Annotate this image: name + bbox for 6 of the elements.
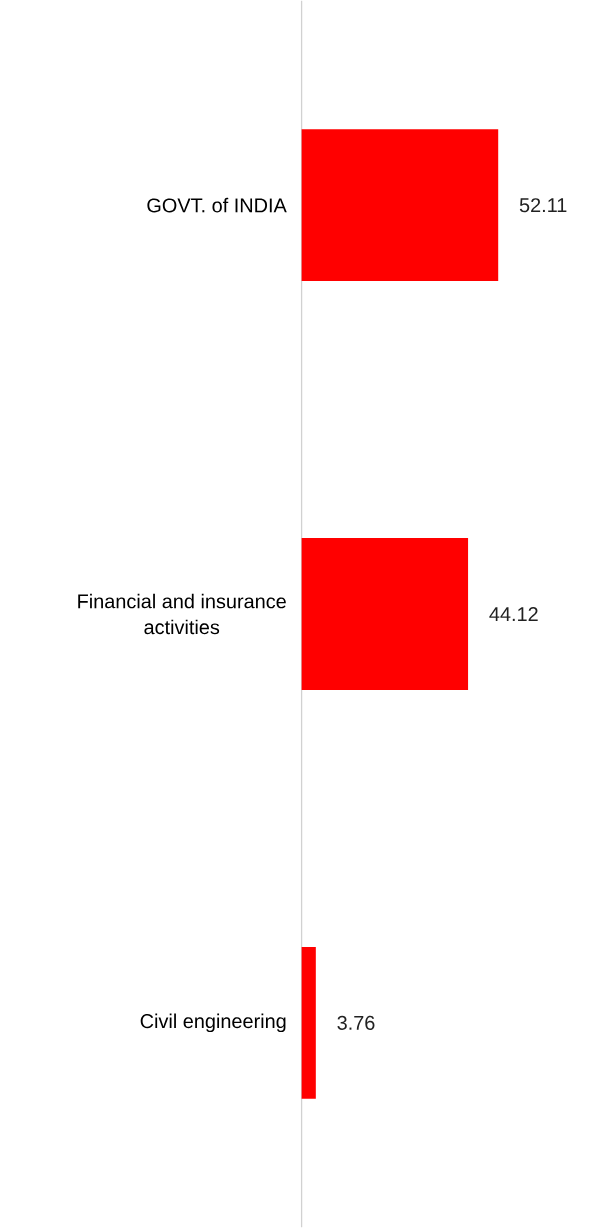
data-label: 44.12 <box>489 607 538 621</box>
y-tick-label: Civil engineering <box>140 1013 286 1033</box>
y-tick-label: Financial and insurance activities <box>78 593 286 635</box>
y-tick-label: GOVT. of INDIA <box>147 197 287 213</box>
data-label: 3.76 <box>337 1015 375 1030</box>
data-label: 52.11 <box>519 198 567 213</box>
